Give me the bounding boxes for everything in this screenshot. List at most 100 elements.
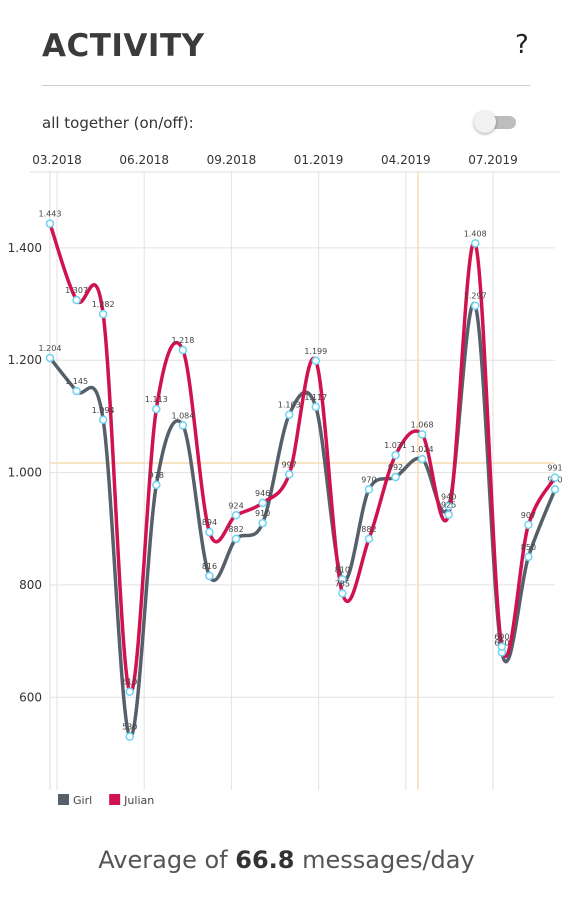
footer: Average of 66.8 messages/day <box>0 846 573 874</box>
data-point <box>152 404 161 414</box>
data-point <box>125 732 134 741</box>
data-point <box>311 402 321 412</box>
toggle-switch[interactable] <box>474 111 516 133</box>
data-label: 1.084 <box>171 411 194 420</box>
data-label: 882 <box>228 525 243 534</box>
data-label: 1.204 <box>39 344 62 353</box>
data-point <box>338 575 347 584</box>
data-point <box>45 353 55 363</box>
y-tick-label: 1.400 <box>8 241 42 255</box>
footer-prefix: Average of <box>98 846 228 874</box>
data-point <box>152 480 161 490</box>
data-label: 992 <box>388 463 403 472</box>
x-tick-label: 06.2018 <box>119 153 169 167</box>
data-label: 1.103 <box>278 401 301 410</box>
data-label: 1.218 <box>171 336 194 345</box>
data-point <box>524 552 533 562</box>
data-label: 978 <box>149 471 164 480</box>
data-label: 1.031 <box>384 441 407 450</box>
data-label: 1.297 <box>464 292 487 301</box>
y-tick-label: 800 <box>19 578 42 592</box>
help-button[interactable]: ? <box>515 30 529 60</box>
y-tick-label: 600 <box>19 690 42 704</box>
data-label: 1.443 <box>39 210 62 219</box>
data-label: 1.113 <box>145 395 168 404</box>
data-point <box>205 571 214 581</box>
data-label: 1.068 <box>411 420 434 429</box>
divider <box>42 85 530 86</box>
data-point <box>471 301 480 310</box>
x-tick-label: 09.2018 <box>207 153 257 167</box>
data-label: 850 <box>521 543 536 552</box>
data-label: 816 <box>202 562 217 571</box>
data-point <box>417 454 427 464</box>
data-label: 970 <box>361 475 376 484</box>
data-label: 1.024 <box>411 445 434 454</box>
data-point <box>497 642 507 651</box>
data-point <box>550 485 560 494</box>
data-point <box>231 511 241 520</box>
data-label: 940 <box>441 492 456 501</box>
data-point <box>72 295 81 305</box>
x-tick-label: 07.2019 <box>468 153 518 167</box>
x-tick-label: 04.2019 <box>381 153 431 167</box>
data-point <box>391 450 400 460</box>
chart: 03.2018 06.2018 09.2018 01.2019 04.2019 07.20… <box>8 153 563 807</box>
data-point <box>284 470 294 479</box>
data-point <box>205 527 214 537</box>
data-point <box>444 510 453 519</box>
legend-swatch <box>58 794 69 805</box>
data-point <box>471 239 480 248</box>
data-point <box>178 421 188 430</box>
data-label: 1.282 <box>92 300 115 309</box>
data-label: 882 <box>361 525 376 534</box>
data-point <box>178 345 188 355</box>
toggle-knob <box>474 111 496 133</box>
data-point <box>125 687 134 696</box>
data-point <box>444 502 453 511</box>
data-label: 1.117 <box>304 393 327 402</box>
y-tick-label: 1.200 <box>8 353 42 367</box>
data-point <box>364 485 374 494</box>
data-label: 924 <box>228 501 243 510</box>
data-point <box>258 518 267 528</box>
data-label: 1.199 <box>304 347 327 356</box>
page-title: ACTIVITY <box>42 28 205 64</box>
y-tick-label: 1.000 <box>8 466 42 480</box>
data-point <box>72 386 81 396</box>
data-point <box>338 589 347 598</box>
data-point <box>284 410 294 419</box>
data-label: 991 <box>547 464 562 473</box>
toggle-label: all together (on/off): <box>42 114 194 132</box>
data-point <box>258 498 267 508</box>
data-label: 1.145 <box>65 377 88 386</box>
legend-label: Girl <box>73 794 92 807</box>
data-label: 907 <box>521 511 536 520</box>
data-label: 1.094 <box>92 406 115 415</box>
legend-label: Julian <box>123 794 154 807</box>
data-point <box>311 356 321 366</box>
data-label: 997 <box>282 460 297 469</box>
data-point <box>417 430 427 439</box>
data-point <box>524 520 533 530</box>
data-point <box>98 309 108 319</box>
data-label: 1.408 <box>464 229 487 238</box>
data-label: 894 <box>202 518 217 527</box>
data-point <box>391 472 400 482</box>
data-label: 810 <box>335 565 350 574</box>
data-label: 690 <box>494 633 509 642</box>
data-point <box>364 534 374 544</box>
footer-value: 66.8 <box>235 846 295 874</box>
data-label: 910 <box>255 509 270 518</box>
data-label: 530 <box>122 723 137 732</box>
data-point <box>550 473 560 482</box>
data-point <box>231 534 241 544</box>
data-label: 785 <box>335 579 350 588</box>
data-label: 1.307 <box>65 286 88 295</box>
data-point <box>45 219 55 228</box>
x-tick-label: 01.2019 <box>294 153 344 167</box>
footer-suffix: messages/day <box>302 846 475 874</box>
data-point <box>98 415 108 425</box>
legend-swatch <box>109 794 121 805</box>
